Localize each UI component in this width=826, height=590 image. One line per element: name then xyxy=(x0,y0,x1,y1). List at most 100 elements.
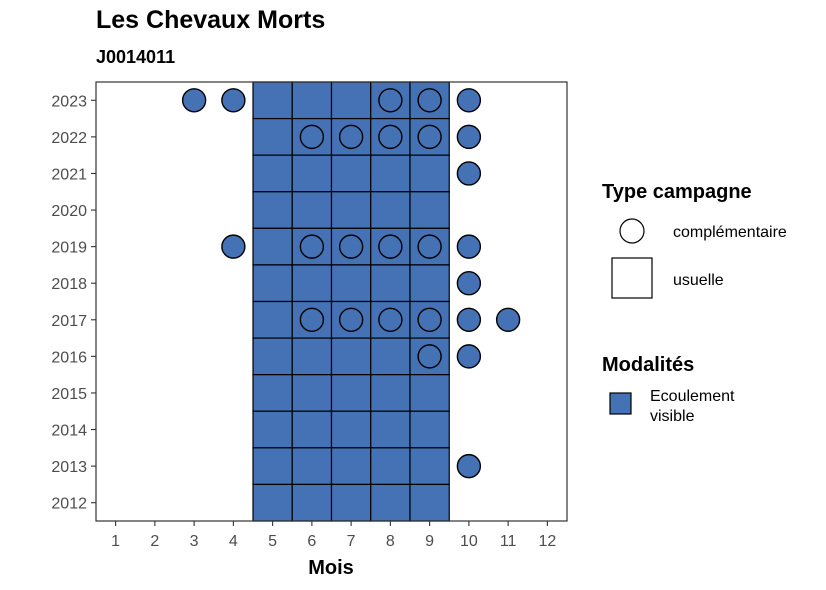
y-tick-label-2014: 2014 xyxy=(51,423,87,440)
x-tick-label-4: 4 xyxy=(229,533,238,550)
tile-usuelle-2018-6 xyxy=(291,264,333,303)
tile-usuelle-2020-5 xyxy=(252,191,293,229)
x-axis-title: Mois xyxy=(308,557,354,579)
tile-usuelle-2021-6 xyxy=(291,154,333,193)
x-tick-label-9: 9 xyxy=(425,533,434,550)
tile-usuelle-2014-7 xyxy=(330,410,372,449)
x-tick-label-8: 8 xyxy=(386,533,395,550)
y-tick-label-2018: 2018 xyxy=(51,276,87,293)
tile-usuelle-2012-8 xyxy=(370,483,411,522)
y-tick-label-2022: 2022 xyxy=(51,130,87,147)
plot-area xyxy=(95,81,568,522)
tile-usuelle-2020-7 xyxy=(330,191,372,229)
tile-usuelle-2020-9 xyxy=(409,191,450,229)
tile-usuelle-2021-9 xyxy=(409,154,450,193)
tile-usuelle-2012-5 xyxy=(252,483,293,522)
y-tick-label-2019: 2019 xyxy=(51,240,87,257)
point-complementaire-2017-11 xyxy=(495,307,521,332)
tile-usuelle-2023-6 xyxy=(291,81,333,120)
tile-usuelle-2017-5 xyxy=(252,300,293,339)
point-complementaire-2023-8 xyxy=(378,88,403,113)
tile-usuelle-2012-6 xyxy=(291,483,333,522)
tile-usuelle-2020-6 xyxy=(291,191,333,229)
point-complementaire-2018-10 xyxy=(456,271,482,296)
tile-usuelle-2016-5 xyxy=(252,337,293,376)
tile-usuelle-2013-6 xyxy=(291,447,333,486)
legend-circle-symbol xyxy=(619,218,645,244)
x-tick-label-2: 2 xyxy=(150,533,159,550)
tile-usuelle-2013-9 xyxy=(409,447,450,486)
x-tick-label-12: 12 xyxy=(538,533,556,550)
point-complementaire-2023-10 xyxy=(456,88,482,113)
tile-usuelle-2014-8 xyxy=(370,410,411,449)
tile-usuelle-2016-8 xyxy=(370,337,411,376)
tile-usuelle-2015-7 xyxy=(330,374,372,412)
point-complementaire-2019-9 xyxy=(417,234,442,259)
point-complementaire-2017-8 xyxy=(378,307,403,332)
tile-usuelle-2023-7 xyxy=(330,81,372,120)
tile-usuelle-2016-7 xyxy=(330,337,372,376)
y-tick-label-2023: 2023 xyxy=(51,93,87,110)
point-complementaire-2023-3 xyxy=(181,88,207,113)
tile-usuelle-2013-7 xyxy=(330,447,372,486)
y-tick-label-2016: 2016 xyxy=(51,349,87,366)
point-complementaire-2016-10 xyxy=(456,344,482,369)
legend-title-type-campagne: Type campagne xyxy=(602,181,752,203)
x-tick-label-5: 5 xyxy=(268,533,277,550)
legend-label-ecoulement-line1: Ecoulement xyxy=(650,388,735,405)
x-tick-label-7: 7 xyxy=(347,533,356,550)
tile-usuelle-2023-5 xyxy=(252,81,293,120)
point-complementaire-2017-6 xyxy=(299,307,325,332)
legend-swatch-ecoulement-visible xyxy=(609,392,632,415)
tile-usuelle-2012-9 xyxy=(409,483,450,522)
chart-title: Les Chevaux Morts xyxy=(96,6,326,34)
tile-usuelle-2016-6 xyxy=(291,337,333,376)
x-axis: 1 2 3 4 5 6 7 8 9 10 11 12 xyxy=(111,521,556,550)
x-tick-label-3: 3 xyxy=(190,533,199,550)
x-tick-label-10: 10 xyxy=(460,533,478,550)
point-complementaire-2016-9 xyxy=(417,344,442,369)
point-complementaire-2022-10 xyxy=(456,124,482,150)
point-complementaire-2019-10 xyxy=(456,234,482,259)
y-tick-label-2015: 2015 xyxy=(51,386,87,403)
y-tick-label-2013: 2013 xyxy=(51,459,87,476)
point-complementaire-2023-4 xyxy=(221,88,246,113)
y-tick-label-2017: 2017 xyxy=(51,313,87,330)
y-tick-label-2021: 2021 xyxy=(51,166,87,183)
legend-square-symbol xyxy=(611,257,653,299)
tile-usuelle-2018-8 xyxy=(370,264,411,303)
point-complementaire-2017-9 xyxy=(417,307,442,332)
y-axis: 2012 2013 2014 2015 2016 2017 2018 2019 2020 2021… xyxy=(51,93,96,513)
tile-usuelle-2018-9 xyxy=(409,264,450,303)
plot-border xyxy=(95,81,568,522)
tile-usuelle-2012-7 xyxy=(330,483,372,522)
tile-usuelle-2020-8 xyxy=(370,191,411,229)
point-complementaire-2023-9 xyxy=(417,88,442,113)
tile-usuelle-2013-8 xyxy=(370,447,411,486)
point-complementaire-2013-10 xyxy=(456,453,482,479)
tile-usuelle-2014-9 xyxy=(409,410,450,449)
y-tick-label-2012: 2012 xyxy=(51,496,87,513)
tile-usuelle-2015-8 xyxy=(370,374,411,412)
legend-label-complementaire: complémentaire xyxy=(673,224,787,241)
point-complementaire-2022-9 xyxy=(417,124,442,150)
point-complementaire-2019-7 xyxy=(338,234,364,259)
tile-usuelle-2014-6 xyxy=(291,410,333,449)
tile-usuelle-2014-5 xyxy=(252,410,293,449)
legend-label-usuelle: usuelle xyxy=(673,272,724,289)
x-tick-label-6: 6 xyxy=(307,533,316,550)
legend-title-modalites: Modalités xyxy=(602,354,694,376)
tile-usuelle-2021-8 xyxy=(370,154,411,193)
tile-usuelle-2015-5 xyxy=(252,374,293,412)
x-tick-label-1: 1 xyxy=(111,533,120,550)
tile-usuelle-2021-7 xyxy=(330,154,372,193)
tile-usuelle-2015-6 xyxy=(291,374,333,412)
point-complementaire-2022-7 xyxy=(338,124,364,150)
point-complementaire-2022-8 xyxy=(378,124,403,150)
tile-usuelle-2015-9 xyxy=(409,374,450,412)
tile-usuelle-2022-5 xyxy=(252,117,293,156)
point-complementaire-2019-8 xyxy=(378,234,403,259)
y-tick-label-2020: 2020 xyxy=(51,203,87,220)
tile-usuelle-2018-7 xyxy=(330,264,372,303)
